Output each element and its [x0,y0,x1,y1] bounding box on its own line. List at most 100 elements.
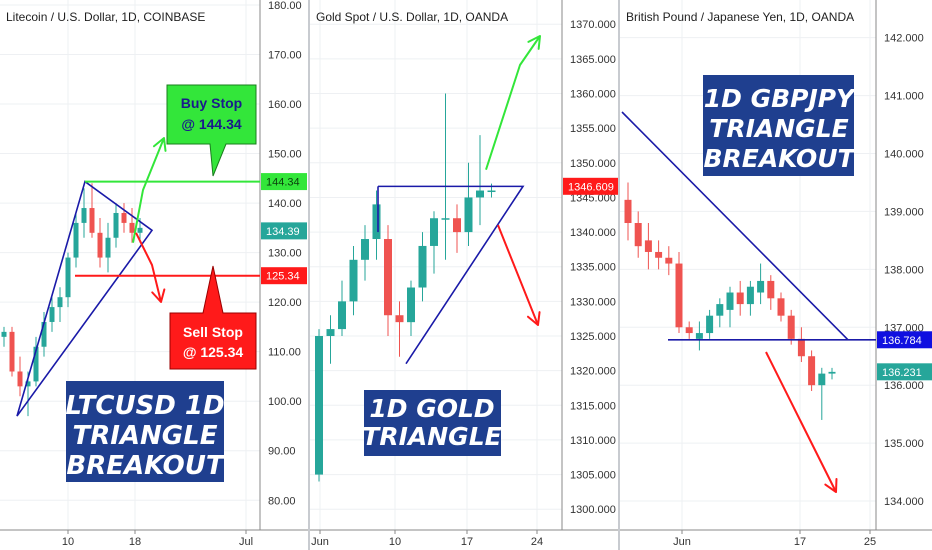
y-tick-label: 1315.000 [570,400,616,412]
candle-body [121,212,127,223]
y-tick-label: 80.00 [268,495,296,507]
candle [675,251,683,334]
price-tag-label: 144.34 [266,177,300,189]
candle [89,183,95,238]
y-tick-label: 136.000 [884,380,924,392]
triangle-pattern [378,185,525,365]
candle [338,280,346,337]
candle-body [384,239,392,316]
x-tick-label: 18 [129,536,141,548]
candle [121,203,127,233]
y-tick-label: 1350.000 [570,158,616,170]
y-tick-label: 140.00 [268,198,302,210]
y-tick-label: 1345.000 [570,192,616,204]
candle-body [105,237,111,258]
candle-body [1,331,7,337]
ltc-title-line: LTCUSD 1D [65,391,224,421]
y-tick-label: 141.000 [884,91,924,103]
candle-body [808,356,816,386]
candle [726,286,734,328]
candle [695,321,703,351]
x-tick-label: 10 [389,536,401,548]
candle [407,280,415,337]
candle [33,336,39,387]
candle-body [675,263,683,328]
candle [716,298,724,328]
down-arrow-line [135,232,162,303]
candle [65,252,71,308]
ltc-title-line: BREAKOUT [66,451,225,481]
down-arrow-line [765,351,837,493]
gold-title-line: TRIANGLE [362,422,501,451]
x-tick-label: 24 [531,536,543,548]
candle-body [49,307,55,322]
y-tick-label: 1320.000 [570,366,616,378]
candle [1,326,7,347]
ltc-title-line: TRIANGLE [73,421,218,451]
candle-body [655,251,663,258]
y-tick-label: 110.00 [268,347,301,359]
candle [634,211,642,258]
y-tick-label: 1355.000 [570,123,616,135]
ltc-annotations: Buy Stop @ 144.34 Sell Stop @ 125.34 LTCUSD … [16,84,260,482]
ltc-title-box [66,381,224,482]
candle-body [726,292,734,310]
y-tick-label: 1370.000 [570,19,616,31]
y-tick-label: 1310.000 [570,435,616,447]
candle-body [828,371,836,374]
up-arrow-head [527,35,541,50]
price-tag-label: 134.39 [266,226,300,238]
candle [9,326,15,377]
candle [349,245,358,316]
candle [787,309,795,345]
candle [808,350,816,391]
candle-body [487,190,496,193]
candle-body [349,259,358,302]
price-tag-label: 125.34 [266,271,300,283]
gold-title-box [364,390,501,456]
candle [777,292,785,322]
y-tick-label: 130.00 [268,248,302,260]
candle-body [418,245,427,288]
price-tag-label: 1346.609 [568,181,614,193]
candle [746,280,754,316]
price-tags-1: 144.34 134.39 125.34 [261,173,307,285]
x-tick-label: 25 [864,536,876,548]
y-tick-label: 160.00 [268,99,302,111]
candle-body [361,239,369,260]
candle-body [395,315,404,323]
candle [828,367,836,380]
candle-body [453,218,461,233]
candle [315,329,323,482]
candle [105,222,111,273]
candle [361,225,369,281]
y-tick-label: 142.000 [884,33,924,45]
price-tag-box [877,331,932,349]
candle [73,212,79,268]
candle [476,135,484,226]
y-tick-label: 134.000 [884,496,924,508]
chart-title: Gold Spot / U.S. Dollar, 1D, OANDA [316,10,508,24]
y-tick-label: 1360.000 [570,89,616,101]
candle-body [430,218,438,246]
candle [41,312,47,357]
candle-body [407,287,415,323]
y-tick-label: 1325.000 [570,331,616,343]
candle [372,190,381,260]
candle-body [716,304,724,316]
candle-body [89,208,95,233]
down-arrow-line [497,224,539,326]
y-tick-label: 1340.000 [570,227,616,239]
sell-stop-label: Sell Stop [183,324,243,340]
sell-stop-callout [169,265,257,370]
candle-body [73,222,79,258]
candle-body [797,338,805,357]
candle [736,280,744,316]
candle-body [736,292,744,305]
candle-body [33,346,39,382]
candle [624,182,632,241]
down-arrow-head [824,478,838,493]
y-tick-label: 180.00 [268,0,302,12]
